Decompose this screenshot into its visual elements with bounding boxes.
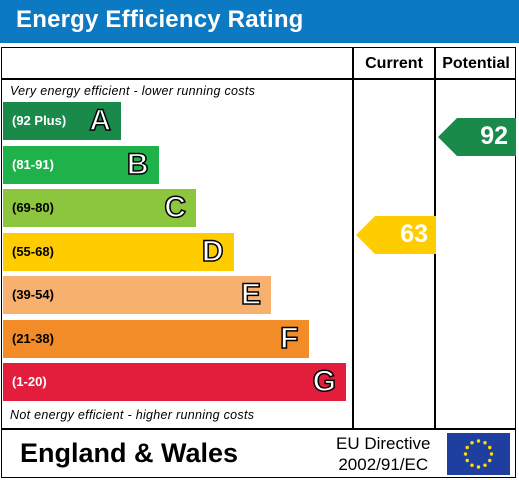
eu-star-icon [488, 458, 492, 463]
current-pointer-shape [356, 215, 436, 254]
note-top: Very energy efficient - lower running co… [10, 84, 256, 98]
rating-letter-c: C [164, 190, 187, 225]
rating-bar-e: (39-54) E [3, 276, 271, 314]
rating-bar-a: (92 Plus) A [3, 102, 121, 140]
eu-star-icon [470, 441, 474, 445]
potential-rating-value: 92 [480, 122, 508, 150]
rating-letter-e: E [240, 277, 262, 312]
column-header-current: Current [365, 55, 423, 72]
note-bottom: Not energy efficient - higher running co… [10, 408, 255, 422]
footer-country: England & Wales [20, 438, 239, 468]
rating-range-c: (69-80) [12, 200, 54, 215]
rating-bar-f: (21-38) F [3, 319, 309, 358]
rating-range-d: (55-68) [12, 243, 54, 259]
footer-directive: EU Directive 2002/91/EC [336, 433, 430, 475]
rating-range-b: (81-91) [12, 156, 54, 172]
eu-star-icon [463, 452, 468, 456]
rating-bar-d: (55-68) D [3, 232, 234, 271]
chart-title: Energy Efficiency Rating [16, 6, 304, 33]
rating-range-e: (39-54) [12, 287, 54, 302]
directive-line-1: EU Directive [336, 434, 431, 453]
rating-range-f: (21-38) [12, 330, 54, 346]
rating-range-a: (92 Plus) [12, 113, 67, 128]
rating-letter-f: F [279, 321, 299, 356]
rating-table-frame [1, 47, 516, 478]
current-rating-pointer: 63 [356, 215, 436, 259]
rating-letter-b: B [126, 147, 149, 182]
rating-bar-g: (1-20) G [3, 363, 346, 401]
column-divider-current [352, 48, 354, 430]
potential-rating-pointer: 92 [438, 118, 516, 161]
rating-range-g: (1-20) [12, 374, 47, 389]
rating-letter-a: A [89, 103, 112, 138]
potential-pointer-shape [438, 118, 516, 156]
eu-star-icon [488, 445, 492, 450]
eu-star-icon [476, 439, 481, 443]
eu-star-icon [470, 463, 474, 467]
rating-bar-c: (69-80) C [3, 189, 196, 227]
eu-flag-icon [447, 433, 510, 475]
current-rating-value: 63 [400, 219, 428, 248]
eu-star-icon [465, 445, 469, 450]
header-bar: Energy Efficiency Rating [0, 0, 519, 43]
column-header-potential: Potential [442, 55, 510, 72]
eu-star-icon [465, 458, 469, 463]
directive-line-2: 2002/91/EC [338, 455, 429, 474]
rating-letter-d: D [201, 234, 224, 269]
rating-bar-b: (81-91) B [3, 145, 159, 184]
header-row-divider [1, 78, 516, 80]
eu-star-icon [476, 465, 481, 469]
eu-star-icon [483, 441, 487, 445]
footer-row-divider [1, 428, 516, 430]
rating-letter-g: G [312, 364, 337, 399]
eu-star-icon [483, 463, 487, 467]
eu-star-icon [489, 452, 494, 456]
